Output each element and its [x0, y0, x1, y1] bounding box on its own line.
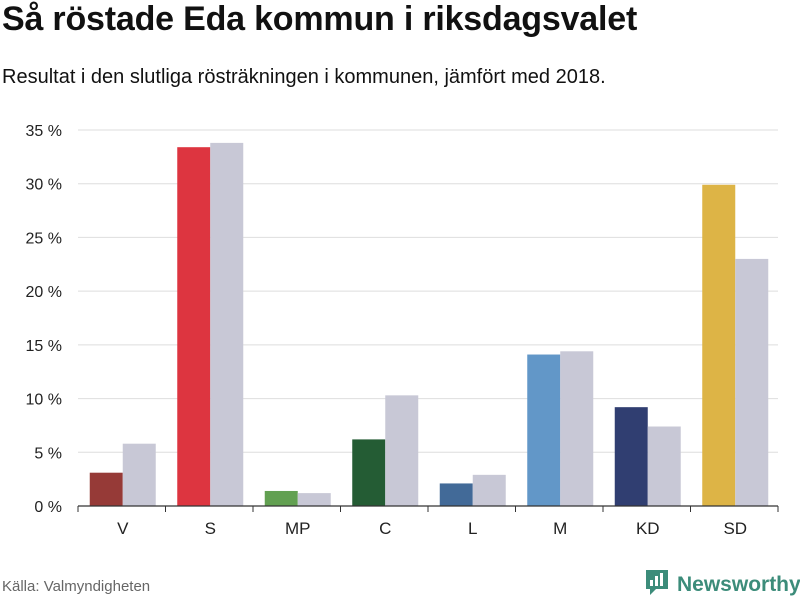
y-tick-label: 20 %	[26, 284, 62, 301]
bar-2018	[647, 426, 681, 506]
x-tick-label: S	[205, 519, 216, 538]
bar-2018	[122, 443, 156, 506]
x-tick-label: V	[117, 519, 129, 538]
x-tick-label: MP	[285, 519, 311, 538]
bar-2022	[439, 483, 473, 506]
y-tick-label: 15 %	[26, 338, 62, 355]
y-tick-label: 35 %	[26, 123, 62, 140]
x-tick-label: M	[553, 519, 567, 538]
bar-2022	[527, 354, 561, 506]
bar-2018	[297, 493, 331, 506]
bar-2022	[614, 407, 648, 506]
bar-2018	[210, 142, 244, 507]
bar-2022	[89, 472, 123, 506]
bar-2022	[177, 147, 211, 506]
chart-subtitle: Resultat i den slutliga rösträkningen i …	[2, 66, 606, 88]
bar-2018	[735, 258, 769, 506]
bar-2022	[352, 439, 386, 506]
y-tick-label: 25 %	[26, 230, 62, 247]
newsworthy-logo: Newsworthy	[644, 568, 800, 601]
bar-2018	[385, 395, 419, 506]
source-note: Källa: Valmyndigheten	[2, 578, 151, 595]
x-tick-label: L	[468, 519, 477, 538]
bar-2018	[472, 474, 506, 506]
brand-name: Newsworthy	[677, 572, 800, 596]
y-tick-label: 30 %	[26, 177, 62, 194]
bar-2018	[560, 351, 594, 506]
x-tick-label: KD	[636, 519, 660, 538]
x-tick-label: SD	[723, 519, 747, 538]
y-tick-label: 5 %	[34, 445, 62, 462]
bar-2022	[264, 490, 298, 506]
y-tick-label: 0 %	[34, 499, 62, 516]
bar-2022	[702, 184, 736, 506]
y-tick-label: 10 %	[26, 392, 62, 409]
bar-chart-icon	[644, 568, 670, 601]
x-tick-label: C	[379, 519, 391, 538]
chart-title: Så röstade Eda kommun i riksdagsvalet	[2, 0, 638, 38]
bar-chart: 0 % 5 % 10 % 15 % 20 % 25 % 30 % 35 % V S MP C L M KD S…	[26, 123, 779, 538]
